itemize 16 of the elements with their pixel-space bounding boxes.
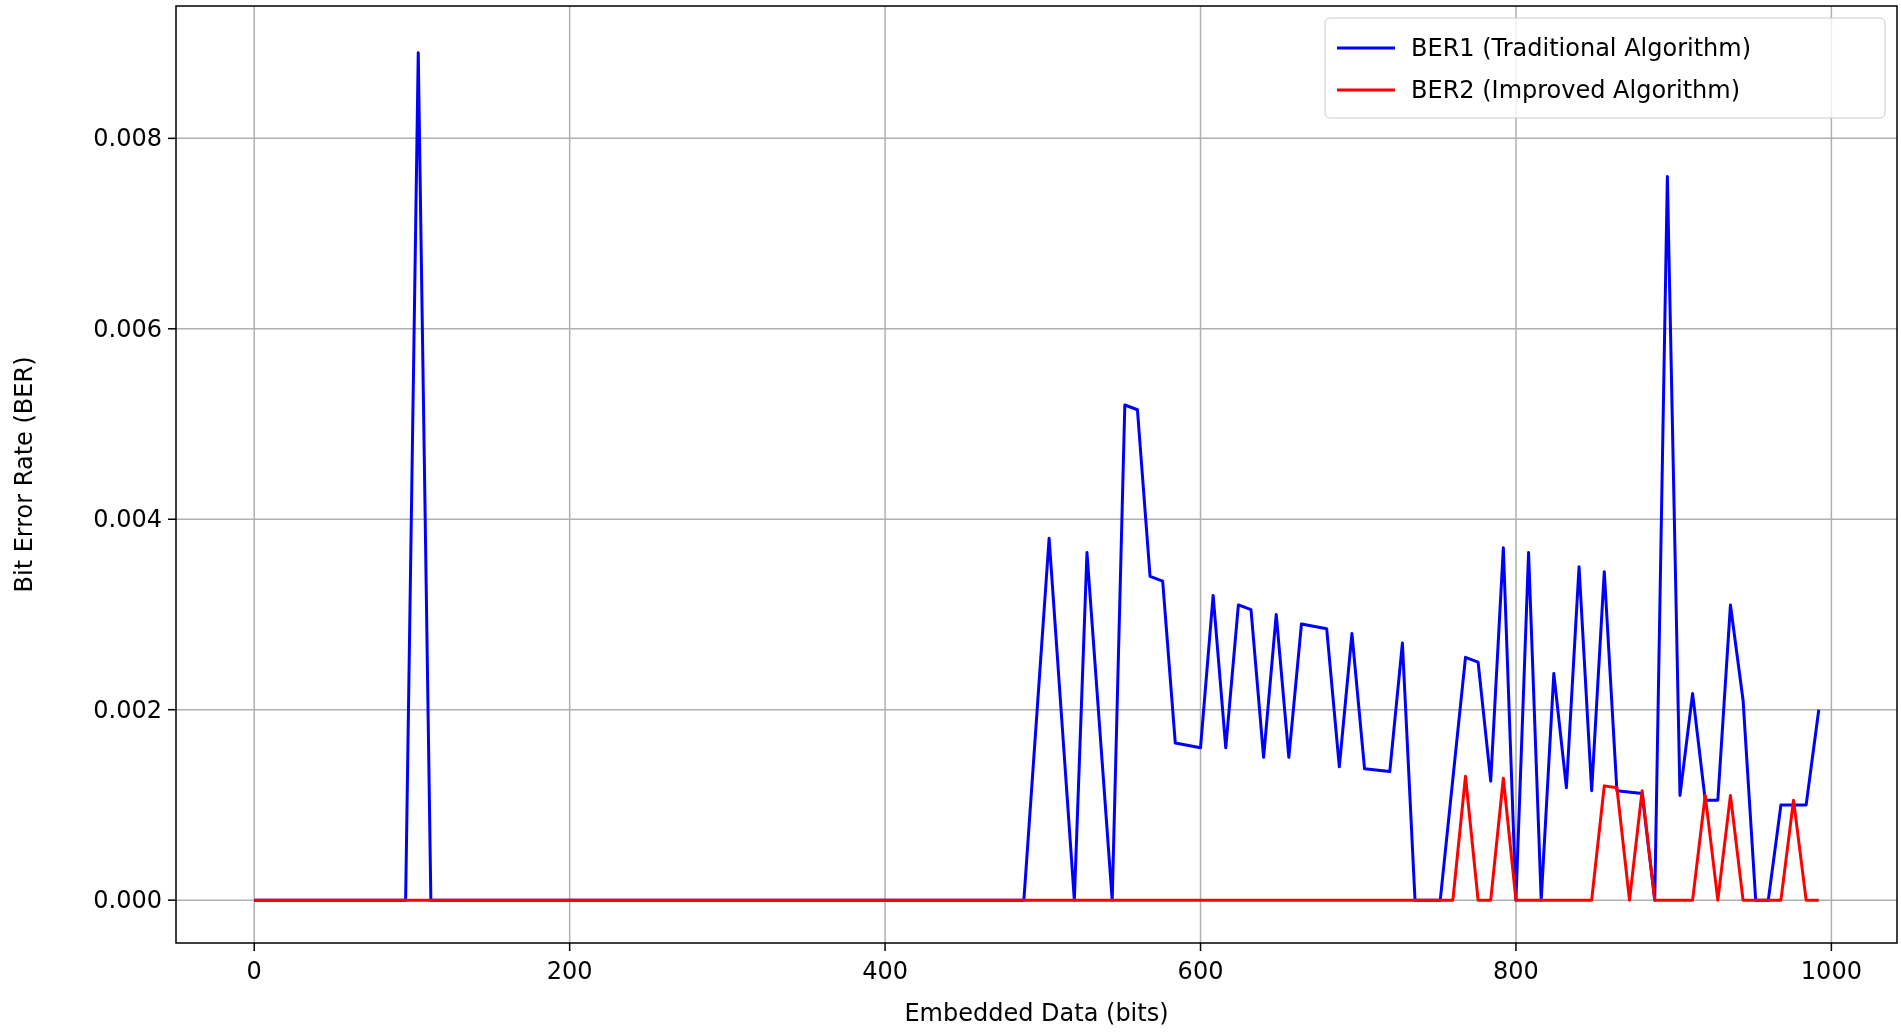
y-axis-title: Bit Error Rate (BER) xyxy=(10,356,38,593)
legend-label: BER1 (Traditional Algorithm) xyxy=(1411,34,1752,62)
y-tick-label: 0.000 xyxy=(93,886,162,915)
line-series xyxy=(252,774,1821,902)
y-tick-label: 0.002 xyxy=(93,695,162,724)
legend-label: BER2 (Improved Algorithm) xyxy=(1411,76,1741,104)
x-tick-label: 800 xyxy=(1493,957,1539,985)
x-tick-label: 1000 xyxy=(1800,957,1862,985)
y-tick-label: 0.006 xyxy=(93,314,162,343)
x-tick-label: 200 xyxy=(546,957,593,985)
x-tick-label: 400 xyxy=(862,957,908,985)
x-tick-label: 0 xyxy=(246,957,262,985)
x-axis-title: Embedded Data (bits) xyxy=(904,999,1169,1027)
x-tick-label: 600 xyxy=(1177,957,1224,985)
y-tick-label: 0.004 xyxy=(93,505,162,534)
y-tick-label: 0.008 xyxy=(93,124,162,153)
